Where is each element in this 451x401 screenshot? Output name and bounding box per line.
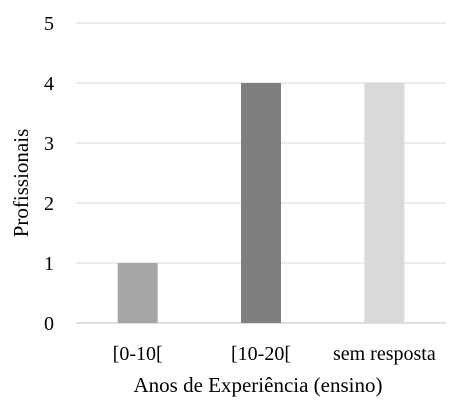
y-tick-label: 4 <box>44 73 54 95</box>
y-tick-label: 5 <box>44 13 54 35</box>
x-axis-categories: [0-10[ [10-20[ sem resposta <box>113 343 436 365</box>
x-axis-title: Anos de Experiência (ensino) <box>134 373 383 397</box>
y-tick-label: 1 <box>44 253 54 275</box>
bar <box>241 83 281 323</box>
x-category-label: [0-10[ <box>113 343 163 365</box>
y-tick-label: 2 <box>44 193 54 215</box>
y-tick-label: 0 <box>44 313 54 335</box>
x-category-label: [10-20[ <box>231 343 291 365</box>
bar <box>364 83 405 323</box>
y-axis-ticks: 0 1 2 3 4 5 <box>44 13 54 335</box>
y-tick-label: 3 <box>44 133 54 155</box>
bar <box>117 263 158 323</box>
x-category-label: sem resposta <box>333 343 436 365</box>
y-axis-title: Profissionais <box>9 129 33 238</box>
bars <box>117 83 405 323</box>
